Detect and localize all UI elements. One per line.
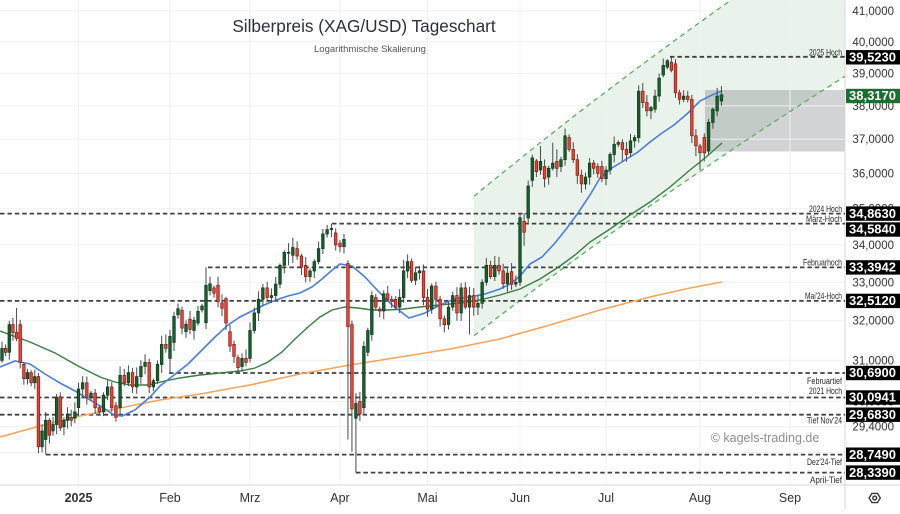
svg-text:28,7490: 28,7490 (849, 447, 896, 462)
svg-text:2025 Hoch: 2025 Hoch (809, 48, 842, 59)
svg-text:33,0000: 33,0000 (852, 277, 894, 289)
svg-text:Jun: Jun (510, 491, 530, 505)
svg-text:Apr: Apr (330, 491, 349, 505)
svg-text:März-Hoch: März-Hoch (806, 214, 842, 225)
svg-text:28,3390: 28,3390 (849, 465, 896, 480)
svg-text:2024 Hoch: 2024 Hoch (809, 204, 842, 215)
svg-text:38,3170: 38,3170 (849, 88, 896, 103)
svg-text:39,5230: 39,5230 (849, 50, 896, 65)
svg-text:Dez'24-Tief: Dez'24-Tief (807, 457, 842, 468)
svg-text:Logarithmische Skalierung: Logarithmische Skalierung (314, 44, 426, 55)
svg-text:36,0000: 36,0000 (852, 169, 894, 181)
svg-text:34,0000: 34,0000 (852, 240, 894, 252)
svg-text:Februarhoch: Februarhoch (803, 258, 842, 269)
svg-text:2025: 2025 (65, 491, 93, 505)
svg-text:Aug: Aug (689, 491, 711, 505)
svg-text:39,0000: 39,0000 (852, 68, 894, 80)
svg-text:Feb: Feb (159, 491, 181, 505)
svg-text:40,0000: 40,0000 (852, 37, 894, 49)
svg-text:© kagels-trading.de: © kagels-trading.de (711, 431, 820, 445)
svg-text:Silberpreis (XAG/USD) Tagescha: Silberpreis (XAG/USD) Tageschart (232, 16, 496, 36)
svg-text:41,0000: 41,0000 (852, 6, 894, 18)
svg-text:33,3942: 33,3942 (849, 260, 896, 275)
svg-text:32,0000: 32,0000 (852, 316, 894, 328)
svg-text:Tief Nov'24: Tief Nov'24 (807, 416, 842, 427)
svg-text:Mrz: Mrz (240, 491, 261, 505)
svg-text:Jul: Jul (598, 491, 614, 505)
svg-text:34,5840: 34,5840 (849, 222, 896, 237)
svg-text:29,6830: 29,6830 (849, 407, 896, 422)
svg-text:Februartief: Februartief (807, 376, 842, 387)
svg-text:Sep: Sep (779, 491, 801, 505)
svg-text:Mai'24-Hoch: Mai'24-Hoch (805, 291, 842, 302)
svg-text:2021 Hoch: 2021 Hoch (809, 386, 842, 397)
svg-text:38,0000: 38,0000 (852, 101, 894, 113)
svg-text:34,8630: 34,8630 (849, 206, 896, 221)
svg-text:32,5120: 32,5120 (849, 293, 896, 308)
svg-text:April-Tief: April-Tief (810, 475, 842, 486)
svg-text:31,0000: 31,0000 (852, 355, 894, 367)
svg-text:29,4000: 29,4000 (852, 422, 894, 434)
svg-text:37,0000: 37,0000 (852, 134, 894, 146)
svg-text:30,6900: 30,6900 (849, 365, 896, 380)
svg-text:Mai: Mai (417, 491, 437, 505)
svg-text:30,0941: 30,0941 (849, 390, 896, 405)
